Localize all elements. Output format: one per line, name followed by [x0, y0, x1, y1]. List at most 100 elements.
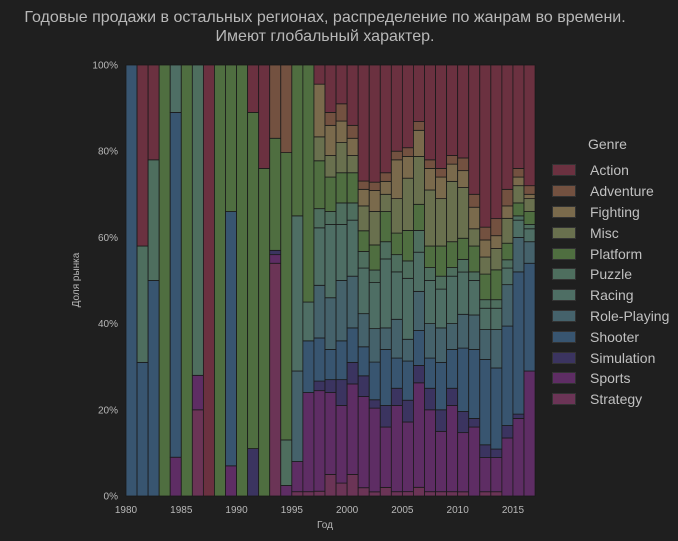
bar-segment-2014-racing	[501, 267, 514, 286]
bar-segment-1998-action	[324, 64, 337, 113]
bar-segment-2009-strategy	[446, 491, 459, 497]
bar-segment-1993-sports	[269, 254, 282, 264]
bar-segment-1982-shooter	[147, 280, 160, 497]
bar-segment-1993-platform	[269, 137, 282, 251]
bar-segment-2008-misc	[435, 198, 448, 247]
bar-segment-2008-simulation	[435, 409, 448, 432]
bar-segment-2005-strategy	[401, 491, 414, 497]
bar-segment-2002-misc	[368, 211, 381, 246]
bar-segment-2008-adventure	[435, 168, 448, 178]
bar-segment-1983-platform	[158, 64, 171, 497]
bar-segment-2000-racing	[346, 219, 359, 277]
bar-segment-2007-shooter	[424, 357, 436, 389]
bar-segment-2002-simulation	[368, 399, 381, 409]
bar-segment-2003-simulation	[379, 405, 392, 428]
bar-segment-2010-adventure	[457, 157, 470, 172]
bar-segment-2015-platform	[512, 202, 525, 217]
bar-segment-2007-role-playing	[424, 323, 436, 359]
legend-swatch	[552, 164, 576, 177]
bars-group	[125, 64, 536, 497]
bar-segment-2004-shooter	[390, 357, 403, 389]
bar-segment-1989-platform	[225, 64, 237, 212]
bar-segment-2013-platform	[490, 269, 503, 301]
bar-segment-2000-platform	[346, 172, 359, 204]
legend-label: Strategy	[590, 391, 643, 408]
legend-label: Simulation	[590, 349, 656, 366]
legend-swatch	[552, 268, 576, 281]
bar-segment-2000-simulation	[346, 361, 359, 385]
bar-segment-1991-simulation	[247, 448, 260, 497]
bar-segment-2011-adventure	[468, 193, 481, 208]
bar-segment-2008-puzzle	[435, 275, 448, 290]
x-tick-label: 1980	[115, 505, 138, 516]
legend-items: Action Adventure Fighting Misc Platform Puzzl…	[552, 160, 669, 410]
bar-segment-2004-strategy	[390, 491, 403, 497]
bar-segment-2006-fighting	[413, 129, 425, 157]
bar-segment-1998-role-playing	[324, 297, 337, 350]
bar-segment-2015-adventure	[512, 168, 525, 178]
legend-swatch	[552, 289, 576, 302]
bar-segment-1986-sports	[191, 374, 204, 411]
bar-segment-2009-action	[446, 64, 459, 156]
bar-segment-1995-strategy	[291, 491, 304, 497]
bar-segment-1984-sports	[169, 456, 182, 497]
legend-swatch	[552, 351, 576, 364]
bar-segment-2011-simulation	[468, 418, 481, 428]
legend-item-simulation: Simulation	[552, 347, 669, 368]
bar-segment-1997-misc	[313, 136, 326, 162]
bar-segment-2013-adventure	[490, 218, 503, 237]
legend-swatch	[552, 309, 576, 322]
bar-segment-2015-puzzle	[512, 215, 525, 221]
bar-segment-2009-platform	[446, 241, 459, 268]
bar-segment-2002-puzzle	[368, 269, 381, 283]
bar-segment-1998-fighting	[324, 124, 337, 156]
bar-segment-2016-platform	[523, 211, 536, 225]
bar-segment-2014-simulation	[501, 425, 514, 439]
bar-segment-2007-adventure	[424, 159, 436, 169]
bar-segment-2008-fighting	[435, 176, 448, 200]
bar-segment-2013-role-playing	[490, 329, 503, 369]
bar-segment-2006-simulation	[413, 364, 425, 384]
legend-label: Adventure	[590, 183, 654, 200]
bar-segment-1996-strategy	[302, 491, 315, 497]
bar-segment-1999-platform	[335, 172, 348, 204]
bar-segment-1998-platform	[324, 176, 337, 212]
bar-segment-2000-strategy	[346, 474, 359, 497]
bar-segment-1995-racing	[291, 215, 304, 372]
bar-segment-2012-strategy	[479, 491, 492, 497]
bar-segment-1998-puzzle	[324, 211, 337, 225]
bar-segment-1997-puzzle	[313, 208, 326, 229]
bar-segment-2013-misc	[490, 248, 503, 271]
legend-swatch	[552, 330, 576, 343]
bar-segment-2001-strategy	[357, 487, 370, 497]
bar-segment-2007-action	[424, 64, 436, 161]
legend-swatch	[552, 205, 576, 218]
bar-segment-2010-strategy	[457, 491, 470, 497]
bar-segment-2002-shooter	[368, 361, 381, 401]
bar-segment-2006-role-playing	[413, 290, 425, 331]
bar-segment-1999-strategy	[335, 482, 348, 497]
legend-item-fighting: Fighting	[552, 202, 669, 223]
bar-segment-2009-puzzle	[446, 267, 459, 277]
bar-segment-1981-puzzle	[136, 245, 149, 363]
bar-segment-1994-sports	[280, 485, 293, 497]
bar-segment-2006-strategy	[413, 486, 425, 497]
legend-item-racing: Racing	[552, 285, 669, 306]
bar-segment-1999-adventure	[335, 103, 348, 122]
bar-segment-2012-puzzle	[479, 299, 492, 309]
legend-label: Sports	[590, 370, 631, 387]
bar-segment-2002-fighting	[368, 190, 381, 212]
legend-label: Shooter	[590, 328, 640, 345]
bar-segment-2010-platform	[457, 237, 470, 260]
bar-segment-2004-role-playing	[390, 318, 403, 359]
bar-segment-1997-racing	[313, 227, 326, 286]
bar-segment-2006-misc	[413, 156, 425, 205]
bar-segment-2016-fighting	[523, 193, 536, 200]
bar-segment-1998-simulation	[324, 379, 337, 393]
bar-segment-2009-adventure	[446, 155, 459, 165]
bar-segment-1986-puzzle	[191, 64, 204, 376]
bar-segment-1999-action	[335, 64, 348, 105]
bar-segment-2006-puzzle	[413, 230, 425, 253]
bar-segment-2006-racing	[413, 251, 425, 292]
